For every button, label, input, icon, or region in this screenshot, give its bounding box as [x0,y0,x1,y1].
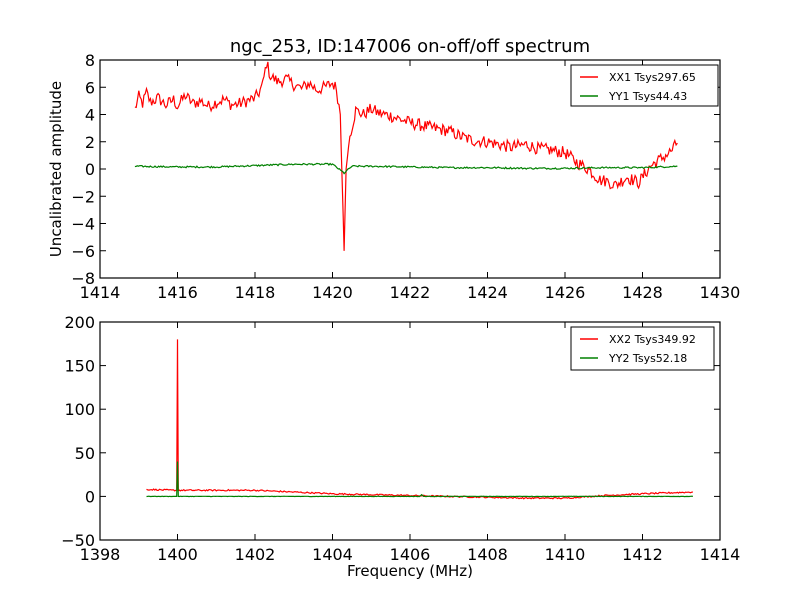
x-tick-label: 1416 [157,283,198,302]
x-tick-label: 1428 [622,283,663,302]
x-tick-label: 1430 [700,283,741,302]
legend: XX2 Tsys349.92 YY2 Tsys52.18 [570,326,715,371]
y-tick-label: 0 [85,160,95,179]
chart-title: ngc_253, ID:147006 on-off/off spectrum [230,36,590,57]
legend-label: XX2 Tsys349.92 [609,333,696,346]
x-tick-label: 1404 [312,545,353,564]
y-tick-label: 6 [85,78,95,97]
x-axis-label: Frequency (MHz) [347,562,473,580]
x-tick-label: 1414 [700,545,741,564]
y-tick-label: −2 [71,187,95,206]
legend-label: YY1 Tsys44.43 [608,90,687,103]
x-tick-label: 1410 [545,545,586,564]
legend-label: YY2 Tsys52.18 [608,352,687,365]
y-tick-label: 200 [64,313,95,332]
x-tick-label: 1418 [235,283,276,302]
x-tick-label: 1422 [390,283,431,302]
y-tick-label: 8 [85,51,95,70]
y-tick-label: 150 [64,357,95,376]
series-line-yy1 [134,162,678,175]
x-tick-label: 1414 [80,283,121,302]
y-tick-label: −50 [61,531,95,550]
x-tick-label: 1424 [467,283,508,302]
x-tick-label: 1426 [545,283,586,302]
y-tick-label: 2 [85,133,95,152]
x-tick-label: 1406 [390,545,431,564]
y-tick-label: −8 [71,269,95,288]
x-tick-label: 1420 [312,283,353,302]
y-tick-label: −4 [71,215,95,234]
y-tick-label: 4 [85,106,95,125]
x-tick-label: 1408 [467,545,508,564]
y-axis-label: Uncalibrated amplitude [47,81,65,257]
y-tick-label: −6 [71,242,95,261]
legend: XX1 Tsys297.65 YY1 Tsys44.43 [570,64,719,107]
legend-label: XX1 Tsys297.65 [609,71,696,84]
legend-box [570,64,719,107]
y-tick-label: 0 [85,487,95,506]
x-tick-label: 1412 [622,545,663,564]
x-tick-label: 1402 [235,545,276,564]
top-plot: 1414 1416 1418 1420 1422 1424 1426 1428 1430 8 6 4 2… [71,51,740,302]
series-line-yy2 [146,461,693,498]
x-tick-label: 1398 [80,545,121,564]
y-tick-label: 50 [75,444,95,463]
legend-box [570,326,715,371]
y-tick-label: 100 [64,400,95,419]
x-tick-label: 1400 [157,545,198,564]
bottom-plot: 1398 1400 1402 1404 1406 1408 1410 1412 1414 200 1… [61,313,740,564]
